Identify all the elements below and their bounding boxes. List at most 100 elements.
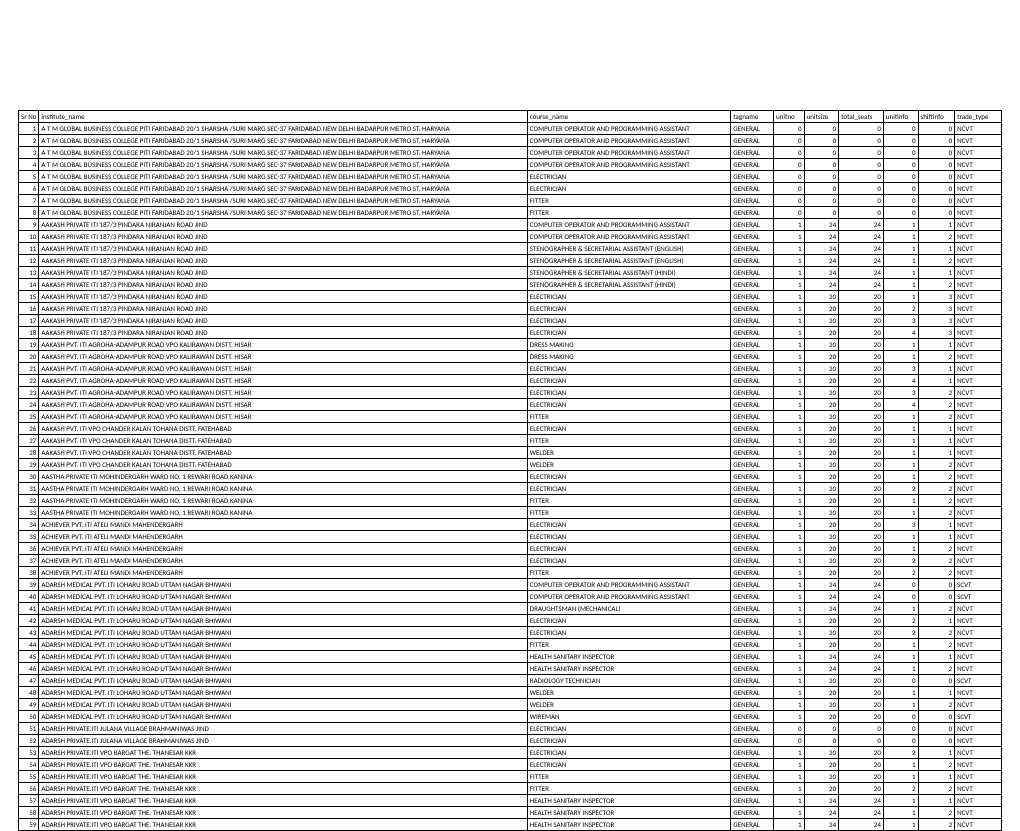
table-cell: AASTHA PRIVATE ITI MOHINDERGARH WARD NO.… — [39, 483, 527, 495]
table-cell: 0 — [774, 735, 805, 747]
table-cell: 20 — [804, 675, 839, 687]
table-cell: 13 — [19, 267, 39, 279]
table-cell: 0 — [804, 171, 839, 183]
table-cell: GENERAL — [731, 591, 774, 603]
table-cell: 0 — [839, 147, 884, 159]
table-row: 42ADARSH MEDICAL PVT. ITI LOHARU ROAD UT… — [19, 615, 1002, 627]
table-cell: GENERAL — [731, 447, 774, 459]
table-cell: 20 — [804, 411, 839, 423]
table-cell: 1 — [774, 279, 805, 291]
table-cell: ADARSH MEDICAL PVT. ITI LOHARU ROAD UTTA… — [39, 663, 527, 675]
table-cell: 2 — [918, 759, 955, 771]
table-cell: GENERAL — [731, 639, 774, 651]
table-cell: 59 — [19, 819, 39, 831]
table-cell: STENOGRAPHER & SECRETARIAL ASSISTANT (EN… — [527, 255, 731, 267]
table-cell: FITTER — [527, 567, 731, 579]
table-cell: 57 — [19, 795, 39, 807]
table-cell: NCVT — [955, 459, 1002, 471]
table-cell: AAKASH PVT. ITI VPO CHANDER KALAN TOHANA… — [39, 447, 527, 459]
table-cell: STENOGRAPHER & SECRETARIAL ASSISTANT (HI… — [527, 279, 731, 291]
table-row: 2A T M GLOBAL BUSINESS COLLEGE PITI FARI… — [19, 135, 1002, 147]
table-cell: 1 — [883, 819, 918, 831]
table-cell: GENERAL — [731, 603, 774, 615]
table-cell: 20 — [839, 507, 884, 519]
table-cell: NCVT — [955, 663, 1002, 675]
table-cell: NCVT — [955, 735, 1002, 747]
table-cell: AAKASH PRIVATE ITI 187/3 PINDARA NIRANJA… — [39, 291, 527, 303]
table-cell: 0 — [774, 147, 805, 159]
table-cell: RADIOLOGY TECHNICIAN — [527, 675, 731, 687]
table-cell: 0 — [883, 135, 918, 147]
table-cell: ADARSH PRIVATE.ITI VPO BARGAT THE. THANE… — [39, 819, 527, 831]
table-cell: 20 — [839, 675, 884, 687]
table-cell: 2 — [918, 507, 955, 519]
table-cell: GENERAL — [731, 315, 774, 327]
table-cell: 1 — [774, 567, 805, 579]
table-cell: ADARSH MEDICAL PVT. ITI LOHARU ROAD UTTA… — [39, 675, 527, 687]
table-cell: FITTER — [527, 771, 731, 783]
table-cell: 2 — [918, 459, 955, 471]
table-cell: 0 — [804, 159, 839, 171]
table-cell: GENERAL — [731, 519, 774, 531]
table-cell: 20 — [839, 699, 884, 711]
table-cell: 0 — [804, 195, 839, 207]
table-cell: NCVT — [955, 279, 1002, 291]
table-cell: 1 — [774, 351, 805, 363]
table-cell: 4 — [19, 159, 39, 171]
table-cell: 29 — [19, 459, 39, 471]
table-cell: 1 — [883, 507, 918, 519]
table-cell: 20 — [804, 543, 839, 555]
table-cell: 1 — [774, 303, 805, 315]
table-cell: 23 — [19, 387, 39, 399]
table-cell: 24 — [839, 591, 884, 603]
table-cell: 20 — [839, 555, 884, 567]
table-cell: 20 — [804, 699, 839, 711]
table-cell: 20 — [839, 435, 884, 447]
table-cell: 1 — [918, 771, 955, 783]
table-cell: GENERAL — [731, 135, 774, 147]
table-cell: 24 — [839, 243, 884, 255]
table-cell: 24 — [804, 255, 839, 267]
col-institute: institute_name — [39, 111, 527, 123]
table-cell: 24 — [839, 219, 884, 231]
table-cell: GENERAL — [731, 363, 774, 375]
table-cell: AAKASH PVT. ITI VPO CHANDER KALAN TOHANA… — [39, 459, 527, 471]
table-cell: 1 — [774, 771, 805, 783]
table-cell: WELDER — [527, 459, 731, 471]
table-cell: 1 — [774, 339, 805, 351]
table-cell: 1 — [774, 327, 805, 339]
table-cell: 1 — [918, 339, 955, 351]
table-row: 57ADARSH PRIVATE.ITI VPO BARGAT THE. THA… — [19, 795, 1002, 807]
table-cell: 1 — [883, 531, 918, 543]
table-cell: 2 — [883, 555, 918, 567]
table-cell: GENERAL — [731, 339, 774, 351]
table-cell: 1 — [774, 711, 805, 723]
table-cell: 1 — [774, 483, 805, 495]
table-cell: AASTHA PRIVATE ITI MOHINDERGARH WARD NO.… — [39, 507, 527, 519]
table-cell: 3 — [918, 291, 955, 303]
table-cell: GENERAL — [731, 651, 774, 663]
table-cell: GENERAL — [731, 387, 774, 399]
table-cell: GENERAL — [731, 711, 774, 723]
table-cell: AASTHA PRIVATE ITI MOHINDERGARH WARD NO.… — [39, 471, 527, 483]
table-cell: AAKASH PVT. ITI VPO CHANDER KALAN TOHANA… — [39, 435, 527, 447]
table-row: 22AAKASH PVT. ITI AGROHA-ADAMPUR ROAD VP… — [19, 375, 1002, 387]
table-cell: 2 — [918, 495, 955, 507]
table-cell: COMPUTER OPERATOR AND PROGRAMMING ASSIST… — [527, 159, 731, 171]
col-unitinfo: unitinfo — [883, 111, 918, 123]
table-cell: GENERAL — [731, 471, 774, 483]
table-cell: NCVT — [955, 759, 1002, 771]
table-cell: 20 — [804, 447, 839, 459]
table-cell: 20 — [839, 783, 884, 795]
table-cell: GENERAL — [731, 735, 774, 747]
table-cell: 1 — [774, 459, 805, 471]
table-cell: 44 — [19, 639, 39, 651]
table-cell: 1 — [774, 663, 805, 675]
table-cell: NCVT — [955, 339, 1002, 351]
table-cell: 1 — [774, 615, 805, 627]
table-cell: 2 — [19, 135, 39, 147]
table-cell: A T M GLOBAL BUSINESS COLLEGE PITI FARID… — [39, 195, 527, 207]
table-cell: 20 — [839, 339, 884, 351]
table-cell: ELECTRICIAN — [527, 483, 731, 495]
table-cell: 16 — [19, 303, 39, 315]
